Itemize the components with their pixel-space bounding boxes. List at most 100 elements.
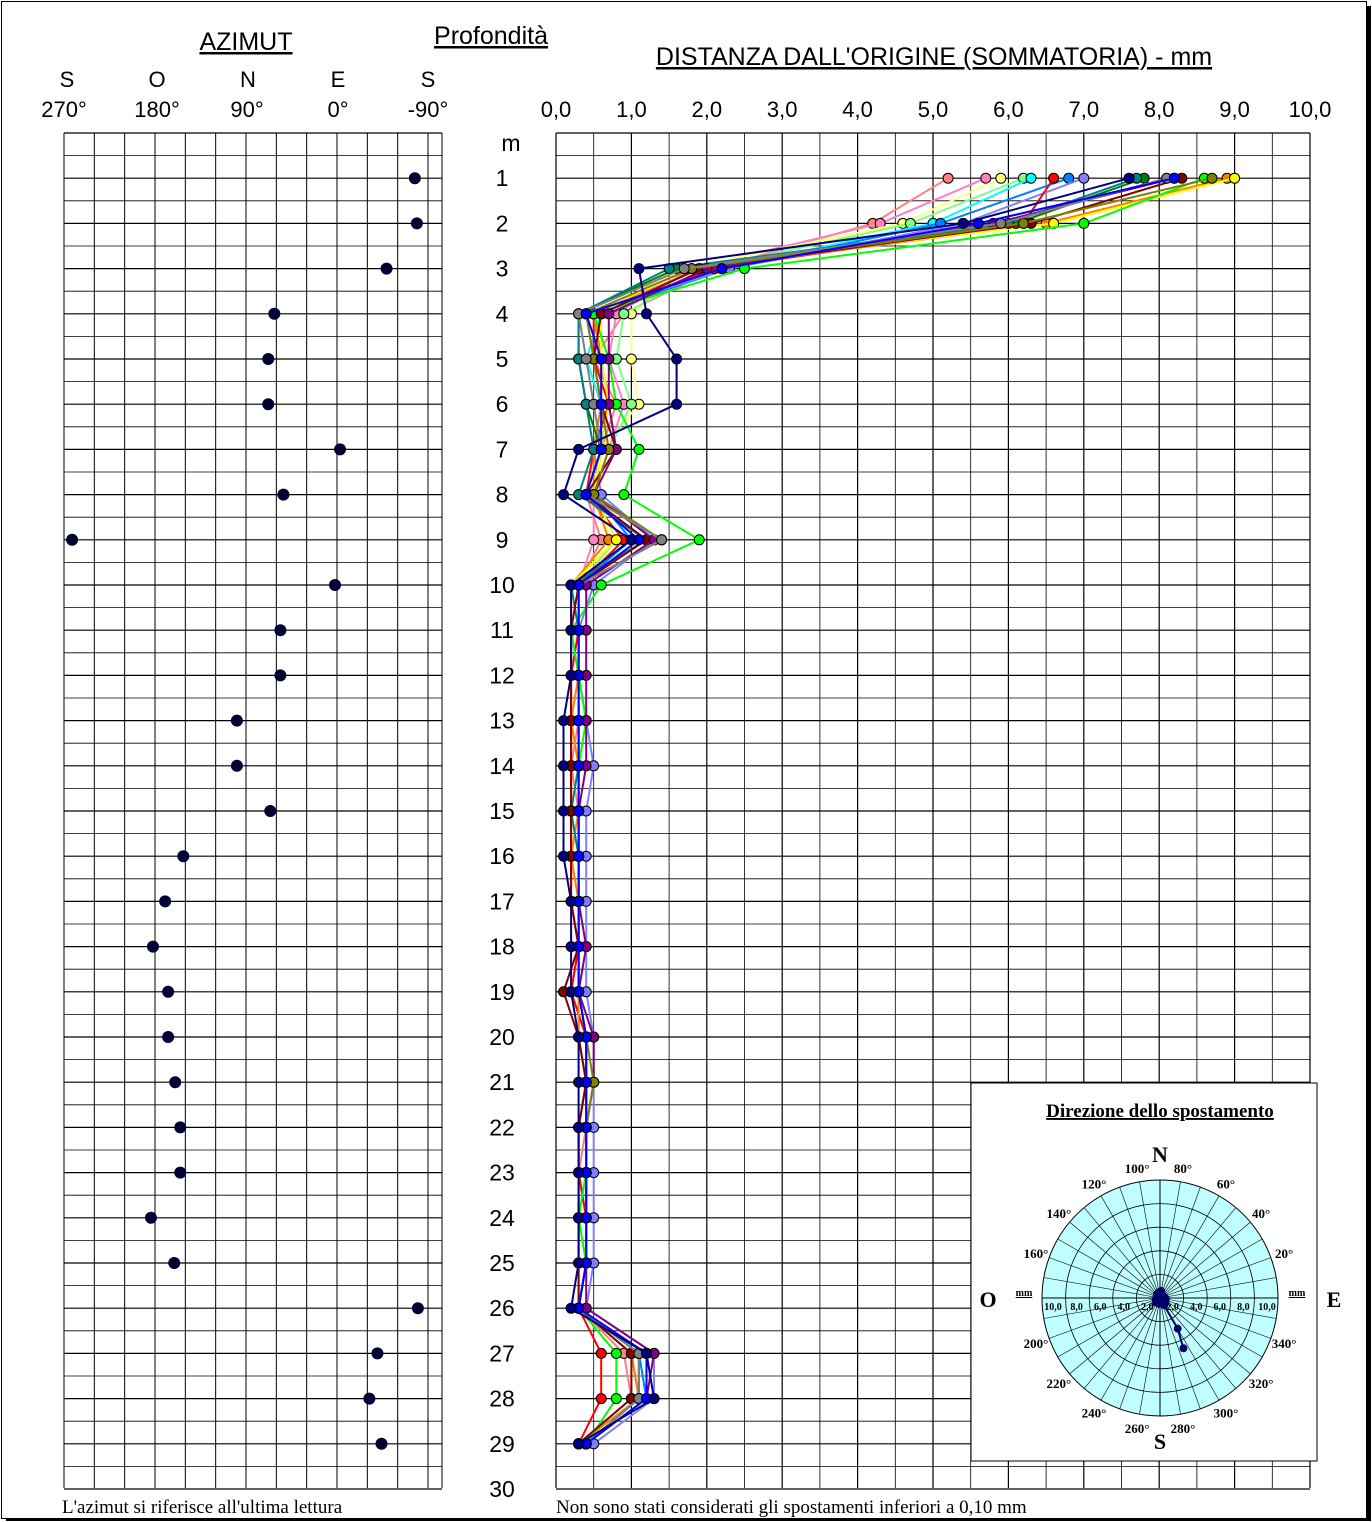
- depth-label: 13: [489, 708, 515, 734]
- azimut-footnote: L'azimut si riferisce all'ultima lettura: [62, 1497, 343, 1518]
- distance-tick-label: 2,0: [692, 97, 723, 122]
- depth-label: 10: [489, 572, 515, 598]
- distance-tick-label: 6,0: [993, 97, 1024, 122]
- direction-label-n: N: [240, 67, 256, 92]
- distance-series-point: [1168, 172, 1180, 184]
- distance-series-point: [565, 1302, 577, 1314]
- distance-series-point: [573, 1438, 585, 1450]
- azimut-tick-minus90: -90°: [408, 97, 449, 122]
- azimut-point: [162, 985, 175, 998]
- distance-series-point: [640, 1347, 652, 1359]
- azimut-point: [146, 940, 159, 953]
- distance-series-point: [693, 534, 705, 546]
- depth-label: 15: [489, 798, 515, 824]
- polar-angle-label: 320°: [1249, 1376, 1274, 1391]
- depth-label: 3: [496, 256, 509, 282]
- depth-labels: 1234567891011121314151617181920212223242…: [489, 165, 515, 1502]
- polar-cardinal-o: O: [979, 1287, 996, 1312]
- depth-title: Profondità: [434, 22, 548, 50]
- azimut-point: [264, 805, 277, 817]
- distance-series-point: [573, 850, 585, 862]
- polar-angle-label: 40°: [1252, 1206, 1270, 1221]
- distance-series-point: [558, 715, 570, 727]
- depth-label: 30: [489, 1476, 515, 1502]
- distance-series-point: [1017, 217, 1029, 229]
- polar-angle-label: 80°: [1174, 1161, 1192, 1176]
- distance-grid: [555, 132, 1311, 1490]
- distance-series-point: [1229, 172, 1241, 184]
- distance-series-point: [603, 308, 615, 320]
- azimut-point: [177, 850, 190, 863]
- azimut-point: [66, 533, 79, 546]
- polar-points: [1151, 1287, 1188, 1353]
- distance-series-point: [573, 715, 585, 727]
- distance-series-point: [565, 669, 577, 681]
- depth-label: 17: [489, 888, 515, 914]
- distance-series-point: [995, 172, 1007, 184]
- polar-radial-label: 2,0: [1141, 1302, 1154, 1313]
- azimut-point: [363, 1392, 376, 1405]
- azimut-points: [66, 172, 424, 1450]
- distance-tick-labels: 0,0 1,0 2,0 3,0 4,0 5,0 6,0 7,0 8,0 9,0 10,0: [541, 97, 1332, 122]
- azimut-point: [162, 1031, 175, 1043]
- azimut-direction-labels: S O N E S: [60, 67, 436, 92]
- depth-label: 12: [489, 662, 515, 688]
- depth-label: 24: [489, 1205, 515, 1231]
- distance-series-point: [625, 353, 637, 365]
- frame-shadow-bottom: [6, 1518, 1371, 1521]
- polar-angle-label: 280°: [1171, 1421, 1196, 1436]
- distance-series-point: [957, 217, 969, 229]
- azimut-tick-labels: 270° 180° 90° 0° -90°: [41, 97, 448, 122]
- polar-angle-label: 340°: [1272, 1336, 1297, 1351]
- depth-label: 21: [489, 1069, 515, 1095]
- polar-cardinal-e: E: [1327, 1287, 1342, 1312]
- azimut-point: [159, 895, 172, 908]
- polar-angle-label: 140°: [1047, 1206, 1072, 1221]
- distance-tick-label: 1,0: [616, 97, 647, 122]
- distance-series-point: [980, 172, 992, 184]
- azimut-point: [262, 353, 275, 365]
- distance-series-point: [573, 760, 585, 772]
- azimut-point: [169, 1076, 182, 1089]
- distance-series-point: [558, 489, 570, 501]
- distance-series-point: [565, 941, 577, 953]
- direction-label-e: E: [331, 67, 346, 92]
- azimut-tick-0: 0°: [327, 97, 348, 122]
- distance-series-point: [618, 489, 630, 501]
- distance-series-point: [573, 443, 585, 455]
- azimut-point: [328, 579, 341, 591]
- polar-radial-labels: 10,0 8,0 6,0 4,0 2,0 2,0 4,0 6,0 8,0 10,0: [1044, 1302, 1276, 1313]
- azimut-point: [371, 1347, 384, 1360]
- distance-tick-label: 7,0: [1069, 97, 1100, 122]
- distance-series-point: [573, 1121, 585, 1133]
- polar-angle-label: 240°: [1082, 1405, 1107, 1420]
- polar-point: [1179, 1344, 1188, 1353]
- distance-series-point: [565, 895, 577, 907]
- azimut-point: [380, 262, 393, 275]
- distance-series-point: [633, 443, 645, 455]
- polar-radial-label: 4,0: [1118, 1302, 1131, 1313]
- distance-series-point: [640, 308, 652, 320]
- distance-series-point: [1025, 172, 1037, 184]
- distance-series-point: [573, 1031, 585, 1043]
- distance-series-point: [678, 263, 690, 275]
- azimut-point: [268, 307, 281, 320]
- depth-label: 19: [489, 979, 515, 1005]
- distance-title: DISTANZA DALL'ORIGINE (SOMMATORIA) - mm: [656, 43, 1212, 71]
- polar-angle-label: 220°: [1047, 1376, 1072, 1391]
- distance-series-group: [558, 172, 1135, 1450]
- distance-series-point: [1078, 217, 1090, 229]
- distance-series-point: [558, 850, 570, 862]
- polar-cardinal-n: N: [1152, 1142, 1168, 1167]
- azimut-point: [168, 1257, 181, 1269]
- polar-radial-label: 10,0: [1044, 1302, 1062, 1313]
- distance-series-point: [558, 805, 570, 817]
- depth-label: 26: [489, 1295, 515, 1321]
- direction-label-s-left: S: [60, 67, 75, 92]
- distance-series-point: [633, 263, 645, 275]
- distance-tick-label: 8,0: [1144, 97, 1175, 122]
- polar-angle-label: 200°: [1024, 1336, 1049, 1351]
- polar-angle-label: 160°: [1024, 1246, 1049, 1261]
- azimut-tick-270: 270°: [41, 97, 87, 122]
- azimut-point: [230, 759, 243, 772]
